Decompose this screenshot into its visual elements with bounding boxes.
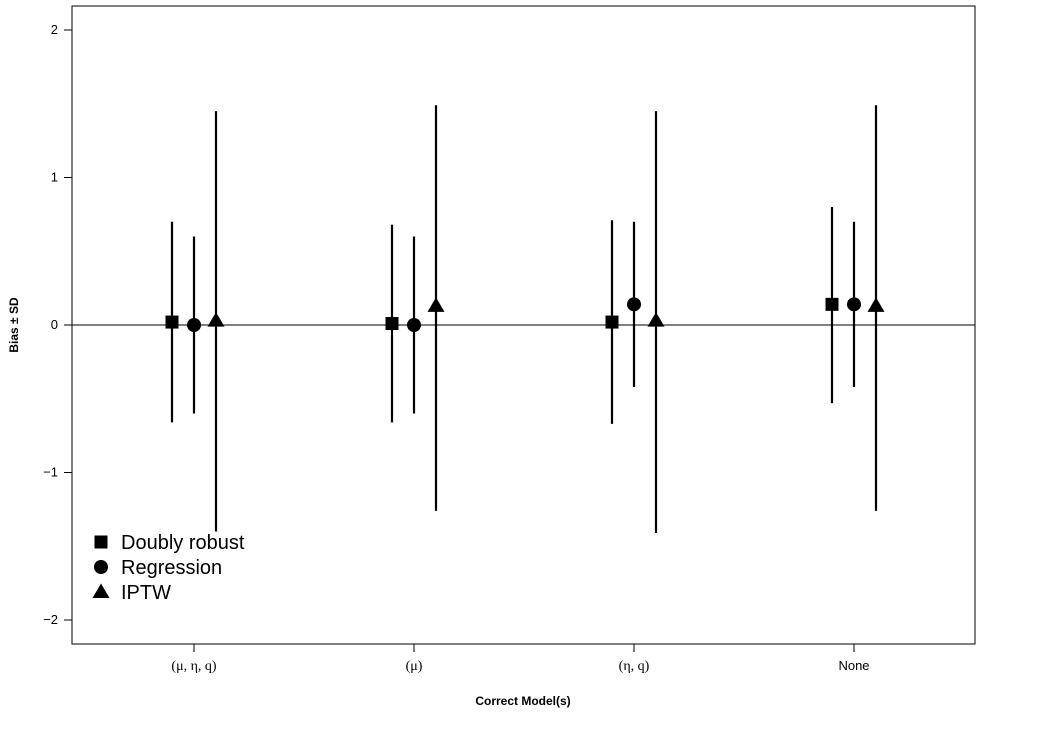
data-point	[385, 317, 399, 331]
data-point	[187, 318, 201, 332]
data-point	[627, 297, 641, 312]
x-axis: (μ, η, q) (μ) (η, q) None	[171, 644, 870, 674]
y-axis-title: Bias ± SD	[7, 297, 21, 353]
data-marks	[165, 105, 885, 533]
x-tick-label: (η, q)	[619, 659, 650, 674]
x-tick-label: None	[838, 658, 869, 673]
legend-label: IPTW	[121, 582, 171, 604]
data-point	[407, 318, 421, 332]
legend-marker	[94, 560, 108, 574]
y-axis: 2 1 0 −1 −2	[43, 22, 72, 627]
data-point	[207, 312, 225, 327]
data-point	[427, 297, 445, 312]
data-point	[605, 315, 619, 329]
legend-label: Regression	[121, 557, 222, 579]
data-point	[165, 315, 179, 329]
y-tick-label: 2	[51, 22, 58, 37]
data-point	[867, 297, 885, 312]
y-tick-label: 0	[51, 317, 58, 332]
y-tick-label: 1	[51, 170, 58, 185]
legend-marker	[92, 583, 110, 598]
data-point	[847, 297, 861, 312]
legend-label: Doubly robust	[121, 532, 245, 554]
legend-marker	[94, 535, 108, 549]
legend: Doubly robust Regression IPTW	[92, 532, 245, 604]
x-tick-label: (μ, η, q)	[171, 659, 216, 674]
x-tick-label: (μ)	[406, 659, 423, 674]
data-point	[825, 297, 839, 311]
y-tick-label: −2	[43, 612, 58, 627]
x-axis-title: Correct Model(s)	[475, 694, 570, 708]
data-point	[647, 312, 665, 327]
y-tick-label: −1	[43, 465, 58, 480]
